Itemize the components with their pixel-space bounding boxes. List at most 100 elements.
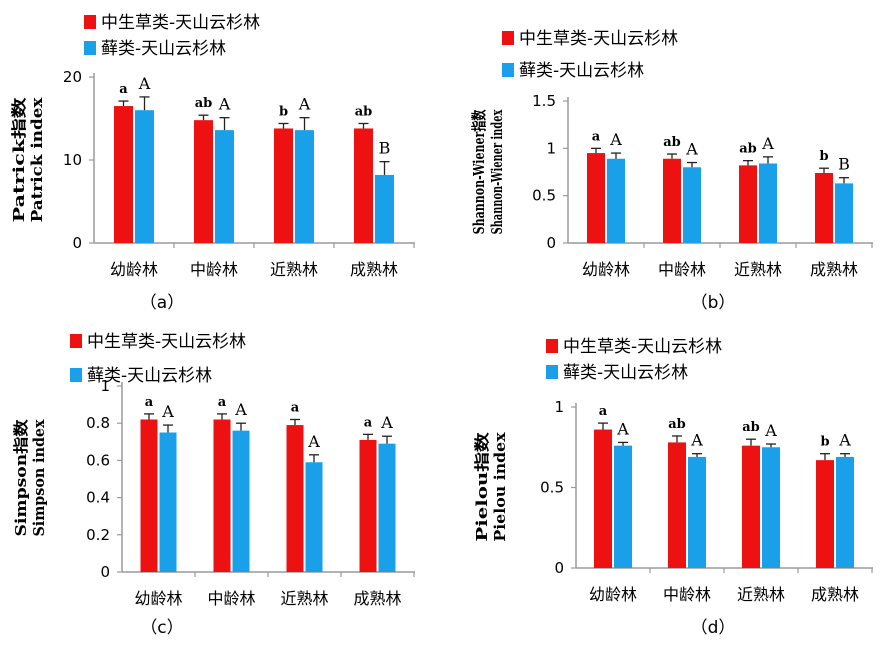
bar-series2 bbox=[683, 167, 701, 243]
legend-label: 藓类-天山云杉林 bbox=[519, 61, 644, 81]
significance-label: a bbox=[599, 404, 608, 419]
y-axis-label-line2: Simpson index bbox=[30, 418, 48, 536]
significance-label: a bbox=[364, 415, 373, 430]
y-axis-label-line1: Simpson指数 bbox=[12, 418, 30, 536]
significance-label: A bbox=[764, 421, 777, 440]
y-tick-label: 1 bbox=[100, 377, 110, 395]
x-tick-label: 幼龄林 bbox=[110, 260, 158, 279]
panel-label: （a） bbox=[140, 293, 184, 313]
significance-label: a bbox=[291, 400, 300, 415]
significance-label: ab bbox=[355, 104, 373, 119]
y-axis-label-line1: Shannon-Wiener指数 bbox=[470, 109, 488, 235]
x-tick-label: 成熟林 bbox=[353, 589, 401, 608]
bar-series1 bbox=[739, 165, 757, 243]
significance-label: b bbox=[820, 435, 829, 450]
y-tick-label: 0.5 bbox=[532, 187, 556, 205]
x-tick-label: 成熟林 bbox=[350, 260, 398, 279]
bar-series1 bbox=[815, 172, 833, 243]
significance-label: A bbox=[161, 402, 174, 421]
bar-series1 bbox=[286, 425, 304, 572]
bar-series1 bbox=[114, 106, 133, 243]
significance-label: ab bbox=[739, 142, 757, 157]
x-tick-label: 成熟林 bbox=[811, 585, 859, 604]
bar-series2 bbox=[378, 443, 396, 572]
significance-label: b bbox=[279, 104, 288, 119]
x-tick-label: 中龄林 bbox=[663, 585, 711, 604]
bar-series2 bbox=[232, 430, 250, 572]
y-axis-label: Patrick指数 Patrick index bbox=[10, 96, 46, 222]
y-tick-label: 10 bbox=[63, 151, 82, 169]
significance-label: ab bbox=[742, 420, 760, 435]
bar-series1 bbox=[359, 439, 377, 572]
significance-label: A bbox=[307, 432, 320, 451]
significance-label: A bbox=[616, 419, 629, 438]
bar-series2 bbox=[614, 445, 632, 568]
bar-series1 bbox=[594, 429, 612, 568]
x-tick-label: 中龄林 bbox=[207, 589, 255, 608]
bar-series2 bbox=[688, 456, 706, 568]
panel-label: （b） bbox=[691, 293, 736, 313]
y-tick-label: 0 bbox=[554, 559, 564, 577]
x-tick-label: 幼龄林 bbox=[589, 585, 637, 604]
y-tick-label: 1 bbox=[554, 398, 564, 416]
y-tick-label: 0.4 bbox=[86, 489, 110, 507]
bar-series1 bbox=[354, 128, 373, 243]
significance-label: A bbox=[234, 400, 247, 419]
y-axis-label: Shannon-Wiener指数 Shannon-Wiener index bbox=[470, 109, 506, 235]
panel-label: （c） bbox=[140, 618, 183, 638]
y-tick-label: 20 bbox=[63, 68, 82, 86]
x-tick-label: 近熟林 bbox=[737, 585, 785, 604]
y-tick-label: 1.5 bbox=[532, 92, 556, 110]
legend-swatch bbox=[502, 63, 514, 77]
significance-label: a bbox=[119, 82, 128, 97]
y-tick-label: 0 bbox=[72, 234, 82, 252]
x-tick-label: 近熟林 bbox=[280, 589, 328, 608]
y-tick-label: 0.2 bbox=[86, 526, 110, 544]
significance-label: A bbox=[685, 140, 698, 159]
significance-label: A bbox=[138, 74, 151, 93]
significance-label: ab bbox=[663, 135, 681, 150]
legend-label: 中生草类-天山云杉林 bbox=[563, 337, 722, 357]
bar-series2 bbox=[159, 432, 177, 572]
y-tick-label: 0 bbox=[546, 234, 556, 252]
significance-label: a bbox=[218, 395, 227, 410]
bar-series1 bbox=[668, 442, 686, 568]
legend-label: 藓类-天山云杉林 bbox=[101, 39, 226, 59]
bar-series1 bbox=[213, 419, 231, 572]
legend-label: 藓类-天山云杉林 bbox=[87, 366, 212, 386]
bar-series2 bbox=[135, 110, 154, 243]
legend-label: 藓类-天山云杉林 bbox=[563, 363, 688, 383]
bar-series1 bbox=[194, 120, 213, 243]
bar-series2 bbox=[836, 456, 854, 568]
y-axis-label: Pielou指数 Pielou index bbox=[473, 431, 509, 541]
panel-label: （d） bbox=[691, 618, 736, 638]
y-tick-label: 0.6 bbox=[86, 451, 110, 469]
legend-swatch bbox=[70, 368, 82, 382]
significance-label: ab bbox=[668, 417, 686, 432]
x-tick-label: 成熟林 bbox=[810, 260, 858, 279]
x-tick-label: 近熟林 bbox=[734, 260, 782, 279]
y-axis-label-line1: Patrick指数 bbox=[10, 96, 28, 222]
significance-label: A bbox=[380, 413, 393, 432]
bar-series2 bbox=[759, 163, 777, 243]
significance-label: A bbox=[609, 130, 622, 149]
x-tick-label: 近熟林 bbox=[270, 260, 318, 279]
legend-swatch bbox=[502, 31, 514, 45]
y-axis-label-line2: Shannon-Wiener index bbox=[488, 109, 506, 234]
y-axis-label: Simpson指数 Simpson index bbox=[12, 418, 48, 536]
y-tick-label: 0.8 bbox=[86, 414, 110, 432]
legend-swatch bbox=[70, 334, 82, 348]
bar-series1 bbox=[816, 460, 834, 568]
legend-label: 中生草类-天山云杉林 bbox=[519, 29, 678, 49]
x-tick-label: 幼龄林 bbox=[582, 260, 630, 279]
significance-label: ab bbox=[195, 96, 213, 111]
y-axis-label-line2: Pielou index bbox=[491, 431, 509, 541]
